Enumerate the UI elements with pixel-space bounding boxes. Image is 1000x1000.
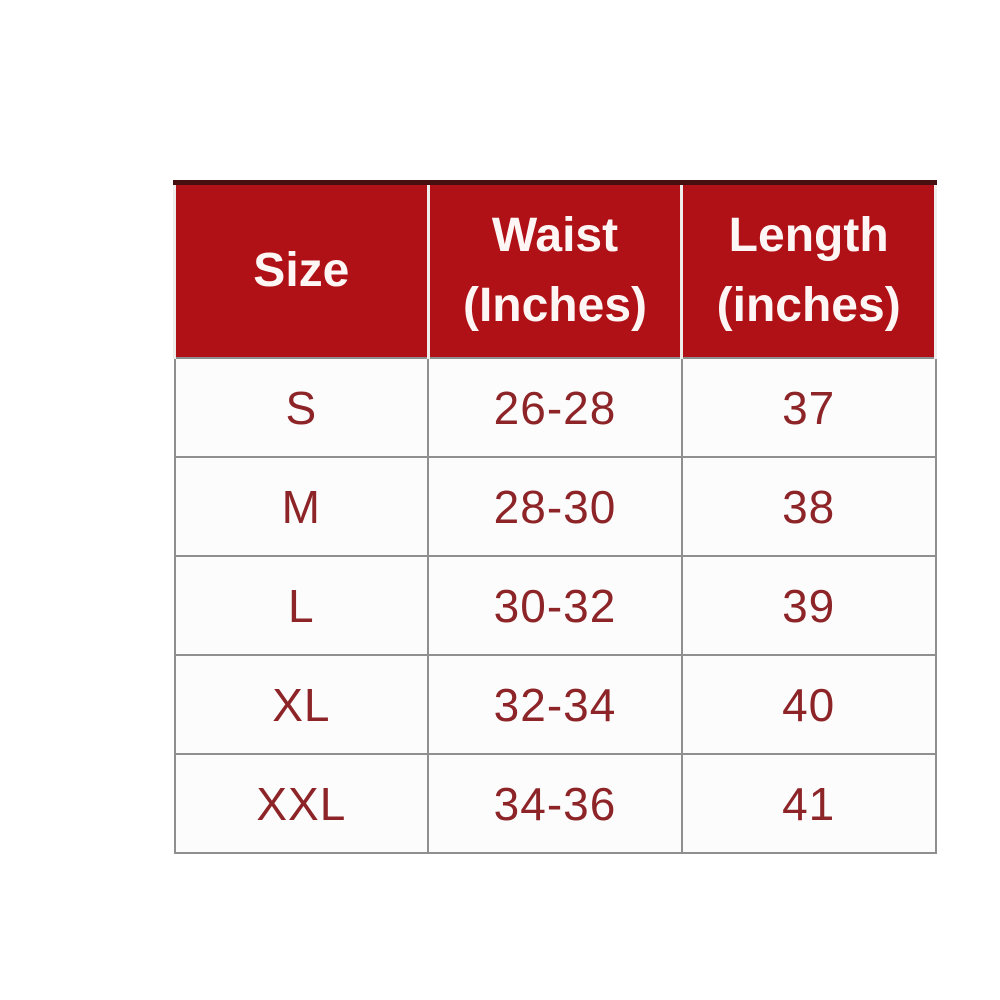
cell-waist: 28-30 (427, 456, 683, 557)
header-row: Size Waist (Inches) Length (inches) (173, 180, 937, 359)
cell-length: 41 (680, 753, 937, 854)
cell-length: 39 (680, 555, 937, 656)
cell-waist: 32-34 (427, 654, 683, 755)
header-waist-inches: Waist (Inches) (426, 180, 684, 359)
cell-size: L (173, 555, 430, 656)
cell-waist: 30-32 (427, 555, 683, 656)
cell-size: M (173, 456, 430, 557)
header-size: Size (173, 180, 430, 359)
table-row-m: M 28-30 38 (173, 456, 937, 557)
cell-length: 37 (680, 357, 937, 458)
size-chart-table: Size Waist (Inches) Length (inches) S 26… (173, 180, 937, 854)
cell-length: 40 (680, 654, 937, 755)
cell-waist: 26-28 (427, 357, 683, 458)
cell-waist: 34-36 (427, 753, 683, 854)
table-header: Size Waist (Inches) Length (inches) (173, 180, 937, 359)
table-row-xl: XL 32-34 40 (173, 654, 937, 755)
table-row-s: S 26-28 37 (173, 357, 937, 458)
cell-size: S (173, 357, 430, 458)
table-row-xxl: XXL 34-36 41 (173, 753, 937, 854)
cell-size: XL (173, 654, 430, 755)
cell-length: 38 (680, 456, 937, 557)
table-row-l: L 30-32 39 (173, 555, 937, 656)
table-body: S 26-28 37 M 28-30 38 L 30-32 39 XL 32-3… (173, 357, 937, 854)
header-length-inches: Length (inches) (680, 180, 937, 359)
cell-size: XXL (173, 753, 430, 854)
